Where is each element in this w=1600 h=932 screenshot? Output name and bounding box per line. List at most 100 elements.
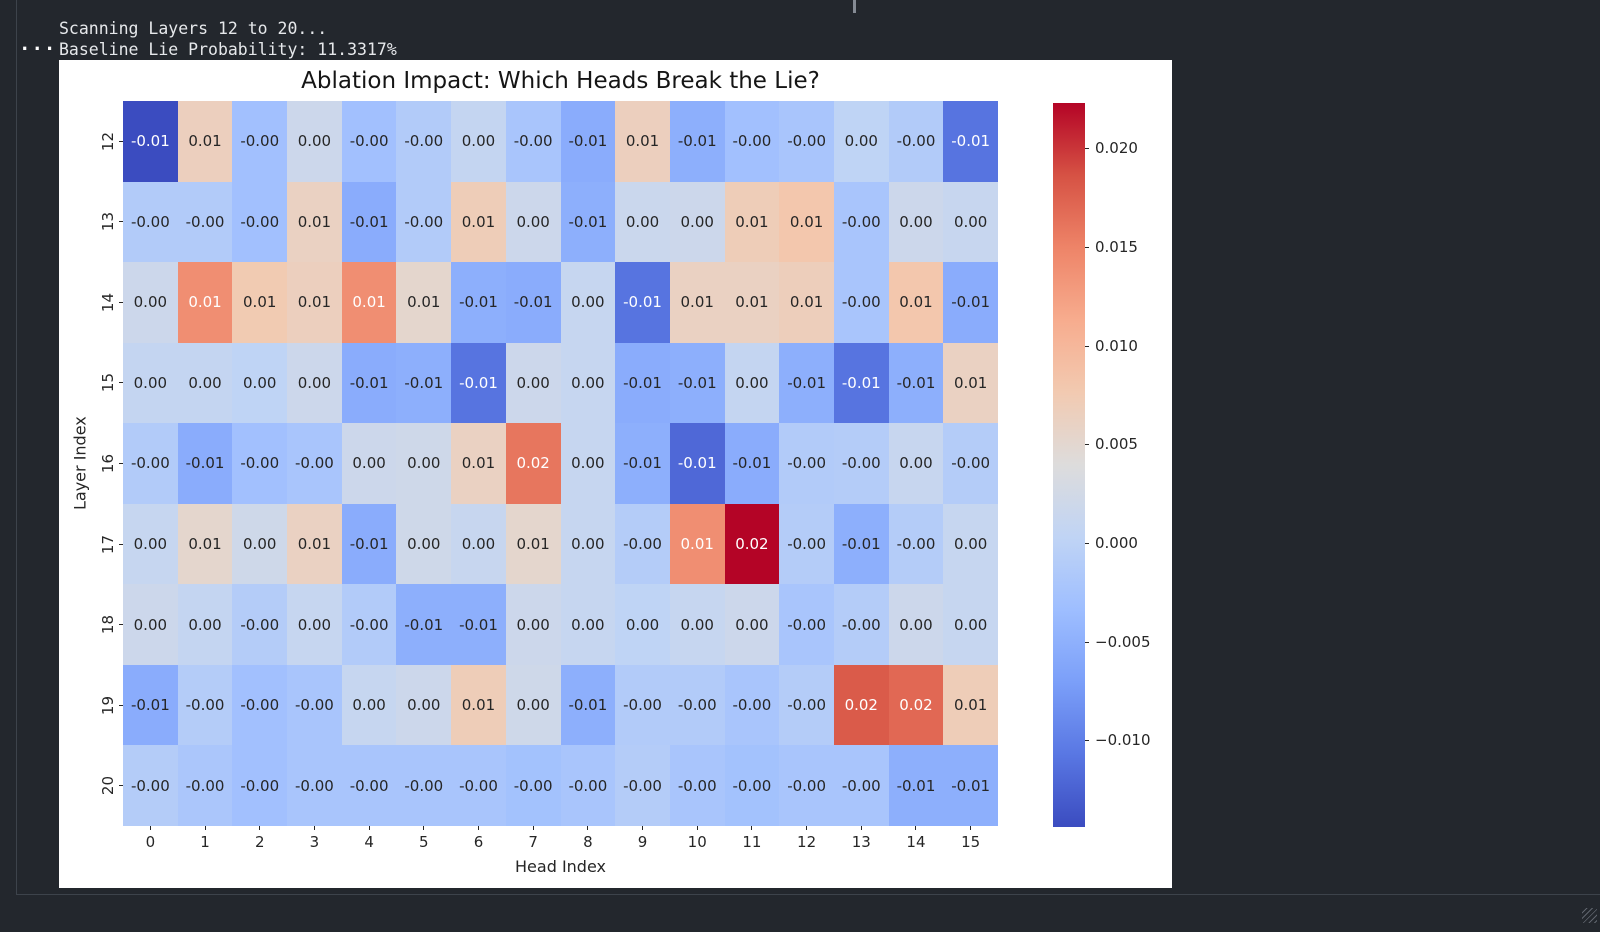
- heatmap-cell: -0.01: [943, 745, 998, 826]
- heatmap-cell: -0.01: [341, 181, 397, 263]
- heatmap-cell: -0.00: [505, 745, 561, 826]
- colorbar-tick-label: 0.000: [1095, 533, 1138, 552]
- tick-mark: [751, 826, 753, 830]
- heatmap-cell: -0.01: [451, 584, 506, 665]
- heatmap-cell: 0.00: [287, 101, 342, 182]
- heatmap-cell: -0.00: [232, 423, 288, 504]
- x-tick-label: 12: [797, 833, 817, 851]
- heatmap-cell: 0.00: [943, 584, 998, 665]
- heatmap-cell: 0.00: [396, 423, 452, 504]
- heatmap-cell: 0.00: [396, 503, 452, 585]
- heatmap-cell: 0.01: [724, 181, 780, 263]
- heatmap-cell: -0.00: [232, 664, 288, 746]
- y-tick: 16: [59, 423, 123, 504]
- heatmap-cell: -0.01: [341, 503, 397, 585]
- tick-mark: [149, 826, 151, 830]
- x-tick-label: 9: [637, 833, 648, 851]
- heatmap-cell: 0.00: [888, 423, 944, 504]
- heatmap-cell: -0.00: [287, 664, 342, 746]
- heatmap-cell: 0.00: [123, 262, 178, 343]
- tick-mark: [915, 826, 917, 830]
- x-tick: 1: [178, 826, 233, 851]
- tick-mark: [806, 826, 808, 830]
- x-tick-label: 11: [742, 833, 762, 851]
- heatmap-grid: -0.01 0.01 -0.00 0.00 -0.00 -0.00 0.00 -0.00 -0.…: [123, 101, 998, 826]
- x-tick: 11: [725, 826, 780, 851]
- y-tick-label: 15: [99, 373, 117, 393]
- colorbar-tick-mark: [1085, 740, 1089, 742]
- x-tick: 12: [779, 826, 834, 851]
- heatmap-cell: 0.01: [287, 181, 342, 263]
- colorbar-tick-label: 0.005: [1095, 435, 1138, 454]
- x-tick: 13: [834, 826, 889, 851]
- heatmap-cell: -0.00: [123, 423, 178, 504]
- heatmap-cell: 0.00: [560, 503, 616, 585]
- heatmap-cell: 0.01: [779, 262, 834, 343]
- heatmap-cell: -0.01: [943, 101, 998, 182]
- heatmap-cell: -0.01: [560, 101, 616, 182]
- heatmap-cell: 0.00: [505, 664, 561, 746]
- heatmap-cell: 0.02: [833, 664, 889, 746]
- heatmap-cell: -0.00: [833, 262, 889, 343]
- heatmap-cell: -0.01: [396, 584, 452, 665]
- heatmap-cell: 0.01: [287, 262, 342, 343]
- heatmap-cell: -0.00: [833, 584, 889, 665]
- heatmap-cell: -0.01: [669, 101, 725, 182]
- heatmap-cell: -0.01: [888, 342, 944, 424]
- heatmap-cell: 0.00: [888, 181, 944, 263]
- heatmap-cell: -0.00: [396, 745, 452, 826]
- tick-mark: [313, 826, 315, 830]
- heatmap-cell: -0.01: [177, 423, 233, 504]
- heatmap-cell: 0.01: [451, 181, 506, 263]
- colorbar-tick-label: 0.020: [1095, 139, 1138, 158]
- heatmap-cell: 0.01: [177, 503, 233, 585]
- heatmap-cell: -0.00: [615, 664, 670, 746]
- heatmap-cell: -0.00: [177, 181, 233, 263]
- tick-mark: [368, 826, 370, 830]
- collapsed-output-indicator[interactable]: ...: [19, 33, 57, 55]
- x-tick-label: 6: [473, 833, 484, 851]
- heatmap-cell: -0.00: [123, 745, 178, 826]
- terminal-output-line-2: Baseline Lie Probability: 11.3317%: [59, 40, 397, 59]
- heatmap-cell: -0.01: [779, 342, 834, 424]
- heatmap-cell: 0.01: [232, 262, 288, 343]
- x-tick: 15: [943, 826, 998, 851]
- heatmap-cell: -0.00: [779, 423, 834, 504]
- x-tick-label: 14: [906, 833, 926, 851]
- y-tick: 15: [59, 343, 123, 424]
- heatmap-cell: 0.00: [724, 584, 780, 665]
- heatmap-cell: 0.00: [341, 664, 397, 746]
- x-tick: 6: [451, 826, 506, 851]
- heatmap-cell: -0.01: [451, 262, 506, 343]
- heatmap-cell: 0.02: [724, 503, 780, 585]
- y-tick-label: 17: [99, 534, 117, 554]
- tick-mark: [860, 826, 862, 830]
- tick-mark: [119, 301, 123, 303]
- heatmap-cell: -0.00: [615, 745, 670, 826]
- heatmap-cell: -0.01: [123, 664, 178, 746]
- heatmap-cell: -0.00: [888, 101, 944, 182]
- colorbar-tick-label: 0.010: [1095, 336, 1138, 355]
- colorbar-tick-label: −0.010: [1095, 731, 1151, 750]
- y-tick-label: 12: [99, 131, 117, 151]
- heatmap-cell: 0.00: [287, 584, 342, 665]
- heatmap-cell: 0.00: [669, 584, 725, 665]
- y-tick: 20: [59, 745, 123, 826]
- heatmap-cell: 0.01: [943, 342, 998, 424]
- panel-left-border: [16, 0, 17, 894]
- heatmap-cell: -0.01: [943, 262, 998, 343]
- heatmap-cell: -0.00: [232, 181, 288, 263]
- heatmap-cell: -0.01: [615, 262, 670, 343]
- heatmap-cell: -0.01: [505, 262, 561, 343]
- tick-mark: [119, 785, 123, 787]
- colorbar-tick-mark: [1085, 148, 1089, 150]
- heatmap-cell: 0.01: [177, 262, 233, 343]
- x-tick: 4: [342, 826, 397, 851]
- heatmap-cell: 0.01: [888, 262, 944, 343]
- tick-mark: [642, 826, 644, 830]
- y-tick-label: 16: [99, 453, 117, 474]
- x-tick: 10: [670, 826, 725, 851]
- heatmap-cell: 0.02: [505, 423, 561, 504]
- resize-grip[interactable]: [1582, 908, 1597, 923]
- heatmap-cell: 0.01: [669, 262, 725, 343]
